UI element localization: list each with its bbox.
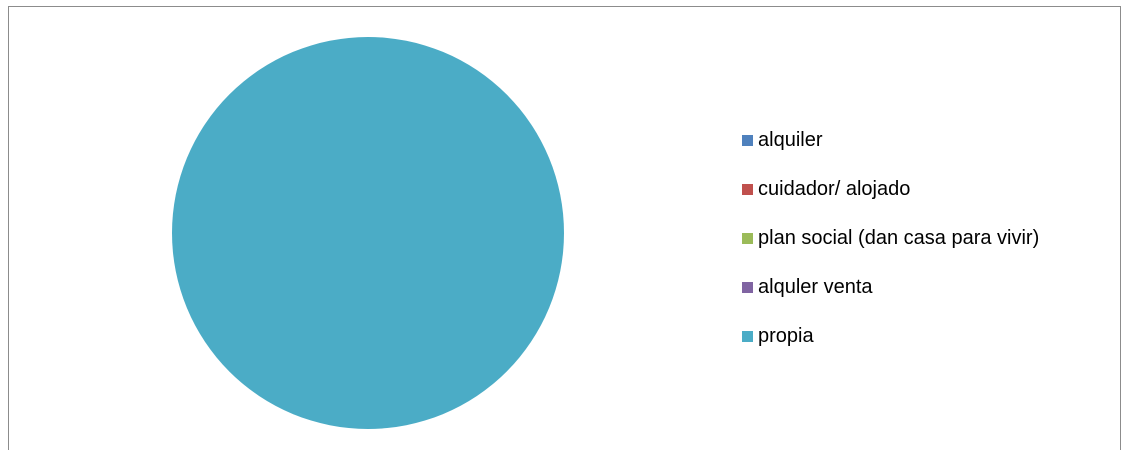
chart-legend: alquiler cuidador/ alojado plan social (da… — [742, 116, 1112, 361]
chart-border-left — [8, 6, 9, 450]
legend-swatch — [742, 282, 753, 293]
legend-label: alquler venta — [758, 276, 873, 298]
legend-label: propia — [758, 325, 814, 347]
legend-label: alquiler — [758, 129, 823, 151]
pie-slice-propia — [172, 37, 564, 429]
legend-swatch — [742, 233, 753, 244]
legend-swatch — [742, 184, 753, 195]
legend-label: plan social (dan casa para vivir) — [758, 227, 1040, 249]
chart-border-top — [8, 6, 1121, 7]
legend-swatch — [742, 135, 753, 146]
legend-swatch — [742, 331, 753, 342]
legend-item-propia: propia — [742, 312, 1112, 361]
legend-item-alquiler: alquiler — [742, 116, 1112, 165]
legend-item-plan-social-dan-casa-para-vivir: plan social (dan casa para vivir) — [742, 214, 1112, 263]
legend-label: cuidador/ alojado — [758, 178, 911, 200]
legend-item-alquler-venta: alquler venta — [742, 263, 1112, 312]
legend-item-cuidador-alojado: cuidador/ alojado — [742, 165, 1112, 214]
